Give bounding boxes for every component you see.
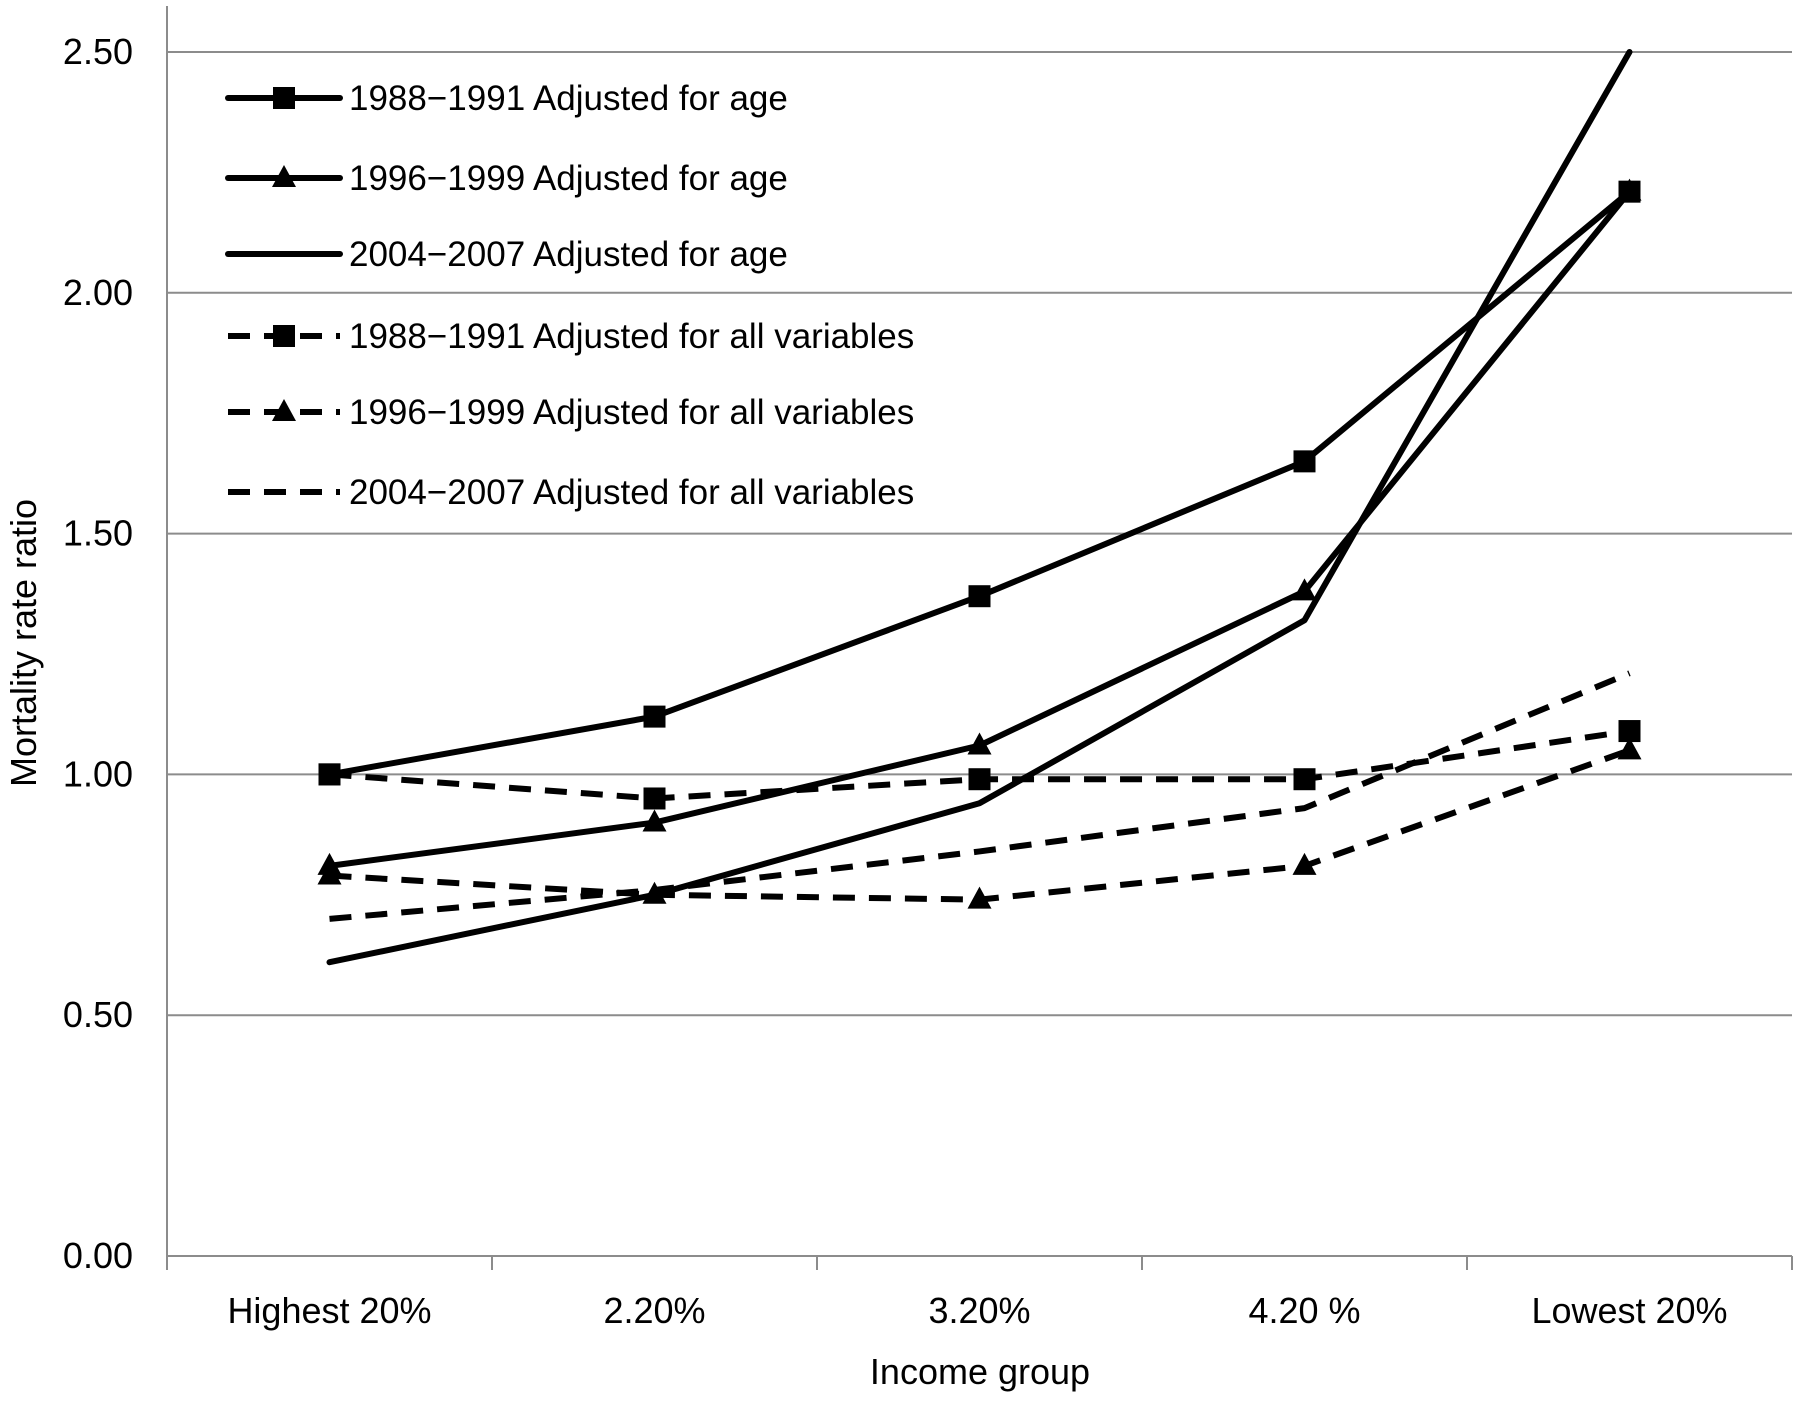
legend-swatch-marker [272, 165, 296, 187]
x-tick-label: Lowest 20% [1531, 1290, 1727, 1331]
gridlines [167, 51, 1792, 1017]
series-group [317, 737, 1642, 909]
data-point-marker [1618, 720, 1641, 743]
x-tick-label: Highest 20% [227, 1290, 431, 1331]
data-point-marker [1617, 178, 1642, 201]
y-axis-title: Mortality rate ratio [3, 499, 44, 787]
data-point-marker [642, 809, 667, 832]
y-tick-label: 2.00 [63, 272, 133, 313]
legend-entry: 1988−1991 Adjusted for age [225, 79, 788, 118]
data-point-marker [1292, 852, 1317, 875]
legend-swatch-marker [273, 325, 295, 347]
legend-entry: 1996−1999 Adjusted for all variables [228, 393, 914, 432]
data-point-marker [317, 862, 342, 885]
x-tick-label: 2.20% [603, 1290, 705, 1331]
y-tick-label: 1.00 [63, 753, 133, 794]
legend-label: 1988−1991 Adjusted for all variables [349, 317, 914, 356]
data-point-marker [967, 886, 992, 909]
legend-entry: 2004−2007 Adjusted for all variables [228, 473, 914, 512]
data-point-marker [968, 585, 991, 608]
data-point-marker [1617, 737, 1642, 760]
legend-label: 2004−2007 Adjusted for all variables [349, 473, 914, 512]
series-lines [317, 49, 1642, 966]
data-point-marker [967, 732, 992, 755]
legend-label: 2004−2007 Adjusted for age [349, 235, 788, 274]
data-point-marker [318, 763, 341, 786]
series-line [326, 49, 1633, 966]
x-tick-label: 3.20% [928, 1290, 1030, 1331]
series-group [326, 49, 1633, 966]
y-tick-label: 0.00 [63, 1235, 133, 1276]
series-group [329, 670, 1631, 922]
data-point-marker [643, 705, 666, 728]
x-tick-label: 4.20 % [1248, 1290, 1360, 1331]
legend-entry: 1996−1999 Adjusted for age [225, 159, 788, 198]
data-point-marker [1293, 450, 1316, 473]
y-tick-label: 0.50 [63, 994, 133, 1035]
x-axis-title: Income group [870, 1351, 1090, 1392]
series-line [329, 670, 1631, 922]
y-tick-label: 2.50 [63, 31, 133, 72]
legend-entry: 1988−1991 Adjusted for all variables [228, 317, 914, 356]
series-group [317, 178, 1642, 875]
legend-swatch-marker [273, 87, 295, 109]
legend: 1988−1991 Adjusted for age 1996−1999 Adju… [225, 79, 914, 512]
data-point-marker [643, 787, 666, 810]
legend-swatch-marker [272, 399, 296, 421]
data-point-marker [1292, 578, 1317, 601]
axes: 0.00 0.50 1.00 1.50 2.00 2.50 Highest 20% 2.20%… [63, 6, 1793, 1331]
legend-label: 1996−1999 Adjusted for all variables [349, 393, 914, 432]
data-point-marker [1293, 768, 1316, 791]
legend-entry: 2004−2007 Adjusted for age [225, 235, 788, 274]
y-tick-label: 1.50 [63, 513, 133, 554]
legend-label: 1996−1999 Adjusted for age [349, 159, 788, 198]
data-point-marker [968, 768, 991, 791]
legend-label: 1988−1991 Adjusted for age [349, 79, 788, 118]
